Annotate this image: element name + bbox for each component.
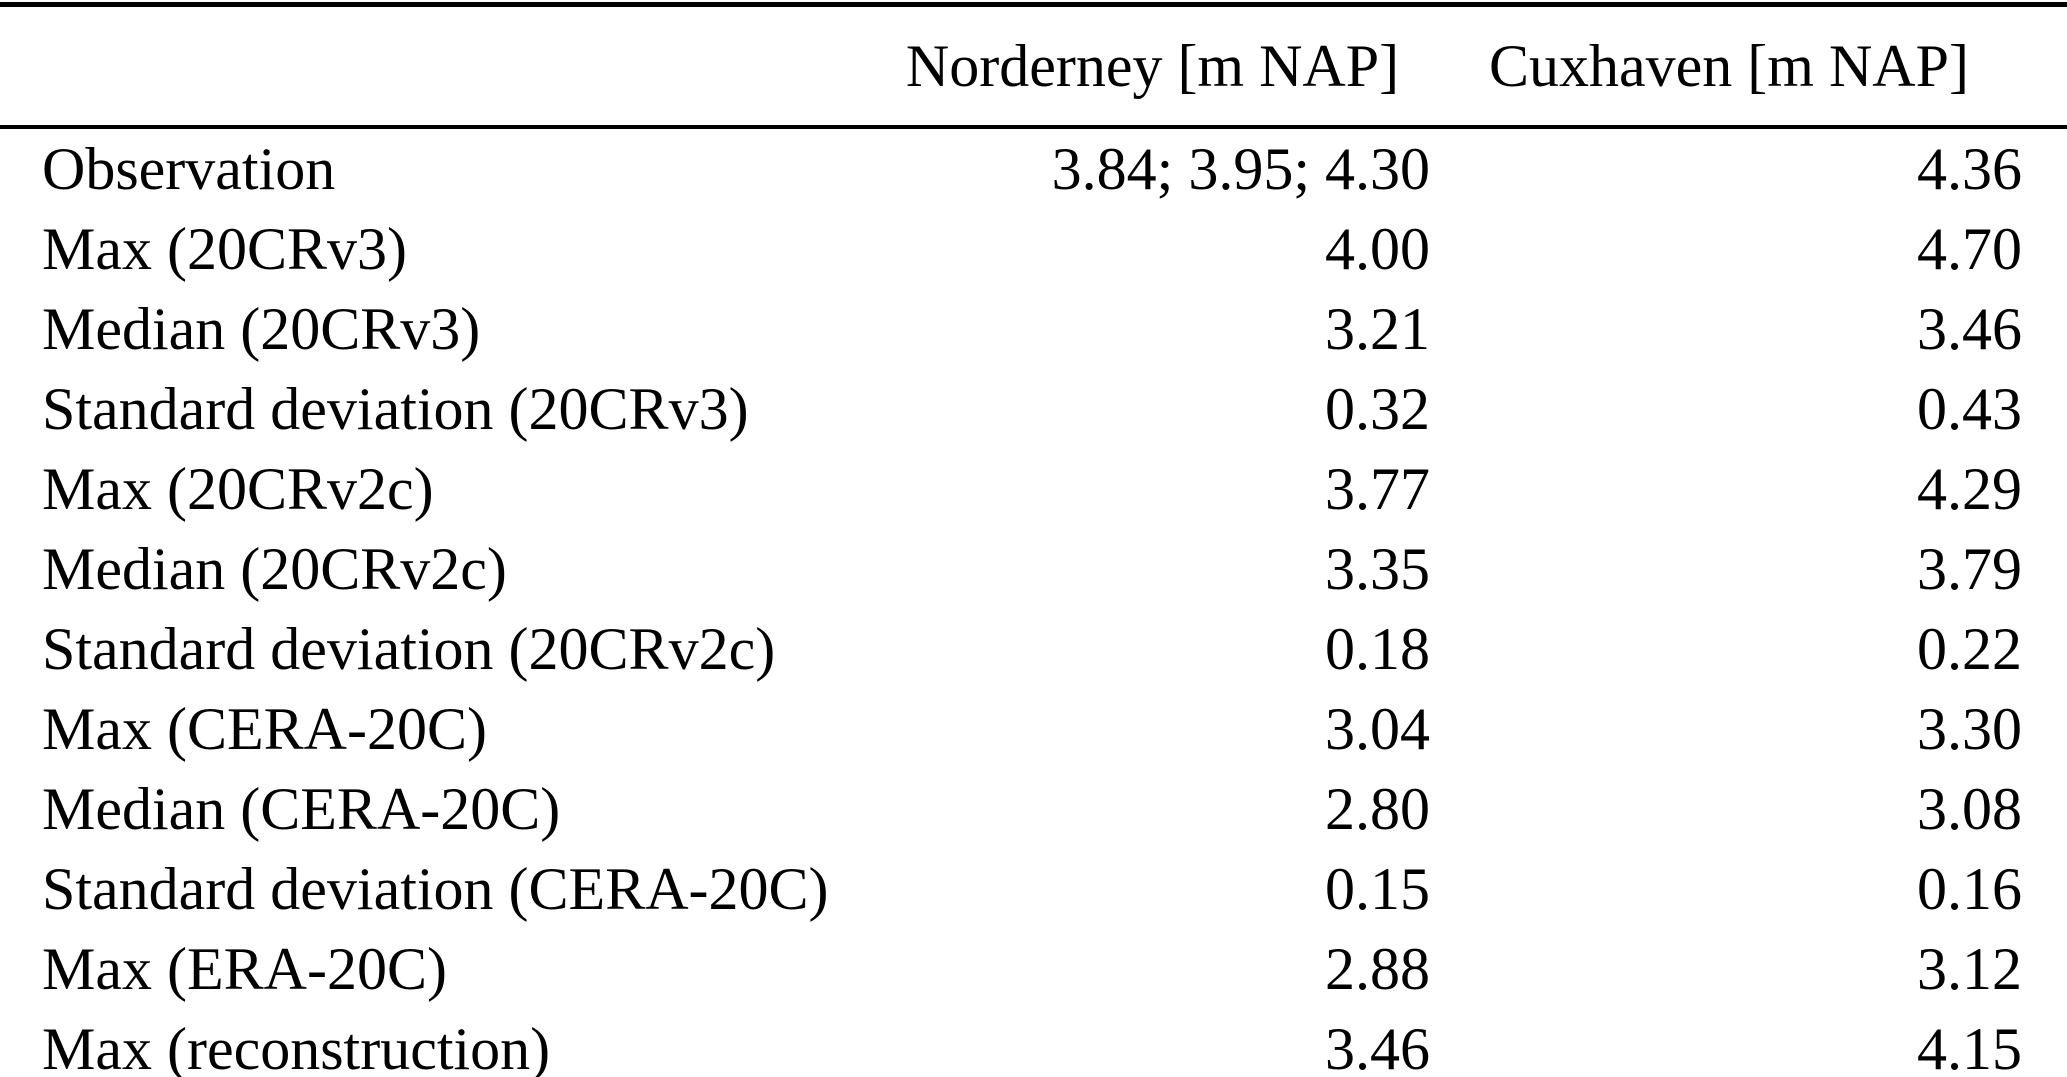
table-row: Standard deviation (20CRv2c) 0.18 0.22 [0,609,2067,689]
cuxhaven-value: 4.36 [1917,135,2022,202]
norderney-value: 2.80 [1325,775,1430,842]
row-label: Median (CERA-20C) [42,775,561,842]
cuxhaven-value: 3.30 [1917,695,2022,762]
cuxhaven-value: 3.12 [1917,935,2022,1002]
column-header-norderney: Norderney [m NAP] [870,4,1435,129]
empty-header-cell [0,4,870,129]
table-header: Norderney [m NAP] Cuxhaven [m NAP] [0,4,2067,129]
table-row: Max (ERA-20C) 2.88 3.12 [0,929,2067,1009]
row-label: Max (ERA-20C) [42,935,447,1002]
row-label: Standard deviation (20CRv3) [42,375,749,442]
cuxhaven-value: 3.46 [1917,295,2022,362]
row-label: Standard deviation (20CRv2c) [42,615,776,682]
norderney-value: 3.46 [1325,1015,1430,1077]
row-label: Median (20CRv3) [42,295,481,362]
table-row: Observation 3.84; 3.95; 4.30 4.36 [0,127,2067,209]
table-row: Max (20CRv3) 4.00 4.70 [0,209,2067,289]
norderney-value: 3.35 [1325,535,1430,602]
cuxhaven-value: 0.22 [1917,615,2022,682]
table-row: Median (20CRv3) 3.21 3.46 [0,289,2067,369]
norderney-value: 0.18 [1325,615,1430,682]
cuxhaven-value: 0.16 [1917,855,2022,922]
table-row: Max (reconstruction) 3.46 4.15 [0,1009,2067,1077]
norderney-value: 0.15 [1325,855,1430,922]
norderney-value: 3.21 [1325,295,1430,362]
cuxhaven-value: 0.43 [1917,375,2022,442]
table-body: Observation 3.84; 3.95; 4.30 4.36 Max (2… [0,127,2067,1077]
norderney-value: 3.84; 3.95; 4.30 [1051,135,1430,202]
row-label: Max (CERA-20C) [42,695,487,762]
row-label: Max (20CRv2c) [42,455,434,522]
row-label: Observation [42,135,336,202]
table-row: Median (CERA-20C) 2.80 3.08 [0,769,2067,849]
table-row: Max (CERA-20C) 3.04 3.30 [0,689,2067,769]
row-label: Median (20CRv2c) [42,535,507,602]
header-row: Norderney [m NAP] Cuxhaven [m NAP] [0,4,2067,129]
table-row: Max (20CRv2c) 3.77 4.29 [0,449,2067,529]
row-label: Standard deviation (CERA-20C) [42,855,829,922]
norderney-value: 3.77 [1325,455,1430,522]
norderney-value: 2.88 [1325,935,1430,1002]
cuxhaven-value: 3.79 [1917,535,2022,602]
norderney-value: 0.32 [1325,375,1430,442]
norderney-value: 4.00 [1325,215,1430,282]
cuxhaven-value: 4.29 [1917,455,2022,522]
row-label: Max (reconstruction) [42,1015,551,1077]
cuxhaven-value: 4.70 [1917,215,2022,282]
cuxhaven-value: 3.08 [1917,775,2022,842]
table-row: Standard deviation (CERA-20C) 0.15 0.16 [0,849,2067,929]
table-row: Median (20CRv2c) 3.35 3.79 [0,529,2067,609]
norderney-value: 3.04 [1325,695,1430,762]
table-row: Standard deviation (20CRv3) 0.32 0.43 [0,369,2067,449]
cuxhaven-value: 4.15 [1917,1015,2022,1077]
column-header-cuxhaven: Cuxhaven [m NAP] [1435,4,2067,129]
row-label: Max (20CRv3) [42,215,407,282]
